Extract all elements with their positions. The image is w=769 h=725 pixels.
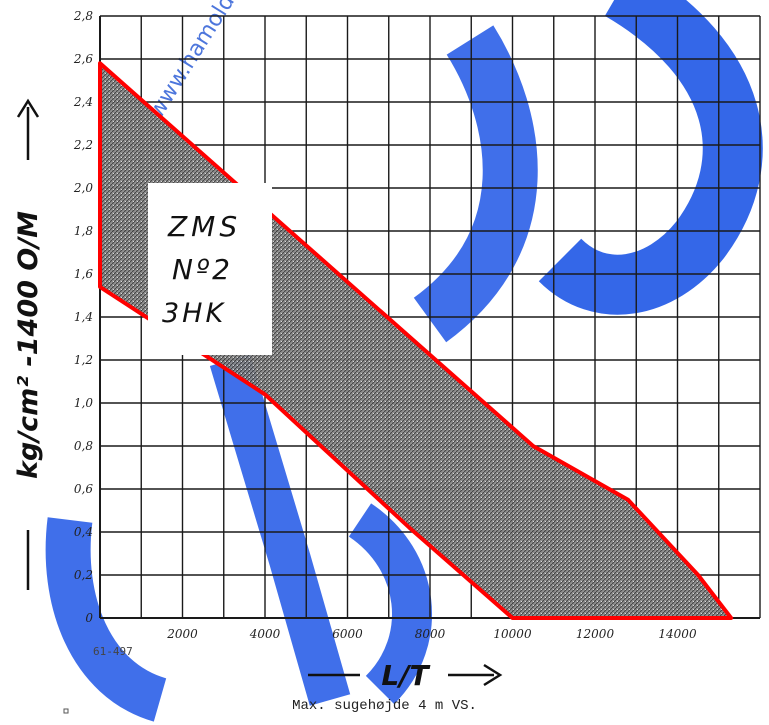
annotation-background (148, 183, 272, 355)
y-axis-title: kg/cm² -1400 O/M (13, 98, 44, 590)
x-tick-label: 2000 (166, 627, 198, 641)
caption: Max. sugehøjde 4 m VS. (292, 698, 477, 714)
annotation-line-2: Nº2 (172, 253, 233, 286)
annotation-box: ZMS Nº2 3HK (148, 183, 272, 355)
y-tick-label: 2,8 (73, 9, 93, 23)
annotation-line-3: 3HK (162, 298, 226, 329)
y-tick-label: 1,2 (74, 353, 93, 367)
y-tick-label: 2,2 (73, 138, 93, 152)
y-tick-label: 0,4 (74, 525, 93, 539)
y-tick-label: 1,4 (74, 310, 93, 324)
watermark: www.hamolding.dk (144, 0, 276, 123)
y-tick-label: 2,0 (73, 181, 93, 195)
y-tick-label: 1,6 (74, 267, 93, 281)
x-axis-title: L/T (308, 659, 503, 692)
watermark-layer: www.hamolding.dk (45, 0, 763, 722)
y-tick-label: 2,4 (73, 95, 93, 109)
x-tick-label: 14000 (658, 627, 697, 641)
x-tick-label: 6000 (332, 627, 363, 641)
y-tick-label: 1,8 (74, 224, 93, 238)
x-tick-label: 10000 (493, 627, 532, 641)
y-tick-label: 1,0 (74, 396, 93, 410)
x-tick-label: 8000 (415, 627, 446, 641)
y-tick-label: 0,6 (74, 482, 93, 496)
y-tick-label: 0,2 (74, 568, 93, 582)
y-tick-label: 2,6 (73, 52, 93, 66)
y-tick-labels: 0 0,2 0,4 0,6 0,8 1,0 1,2 1,4 1,6 1,8 2,0 2,2 2,4 2,6… (73, 9, 93, 625)
x-axis-label: L/T (381, 659, 430, 692)
operating-region-fill (100, 63, 732, 619)
annotation-line-1: ZMS (167, 210, 241, 243)
y-tick-label: 0,8 (74, 439, 93, 453)
x-tick-label: 12000 (576, 627, 615, 641)
x-tick-label: 4000 (249, 627, 281, 641)
corner-mark (63, 708, 69, 714)
x-tick-labels: 2000 4000 6000 8000 10000 12000 14000 (166, 627, 697, 641)
y-tick-label: 0 (85, 611, 93, 625)
figure-code: 61-497 (93, 645, 133, 658)
y-axis-label: kg/cm² -1400 O/M (13, 211, 44, 479)
